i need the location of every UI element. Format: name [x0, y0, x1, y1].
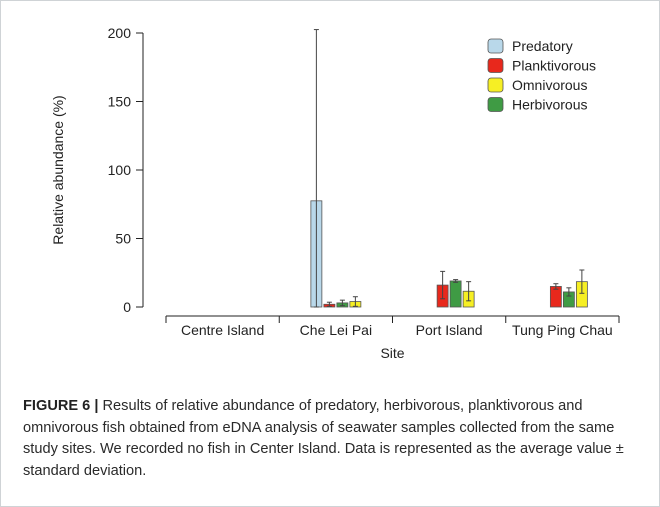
y-tick-label: 150	[108, 94, 132, 110]
legend-label: Herbivorous	[512, 97, 587, 113]
x-tick-label: Che Lei Pai	[300, 322, 372, 338]
legend-swatch	[487, 77, 504, 93]
legend-label: Predatory	[512, 38, 573, 54]
legend-swatch	[487, 58, 504, 73]
bar-chart: 0 50 100 150 200 Centre Island Che Lei Pai Port…	[50, 25, 620, 361]
legend-swatch	[487, 97, 504, 112]
x-tick-label: Centre Island	[181, 322, 264, 338]
x-tick-label: Tung Ping Chau	[512, 322, 613, 338]
caption-text: Results of relative abundance of predato…	[23, 398, 624, 479]
legend-swatch	[487, 38, 504, 54]
legend-label: Omnivorous	[512, 77, 587, 93]
y-tick-label: 0	[123, 299, 131, 315]
legend-label: Planktivorous	[512, 58, 596, 74]
x-axis-title: Site	[380, 345, 404, 361]
bar	[449, 280, 462, 308]
y-tick-label: 50	[115, 231, 131, 247]
y-tick-label: 200	[108, 25, 132, 41]
x-tick-label: Port Island	[416, 322, 483, 338]
figure-caption: FIGURE 6 | Results of relative abundance…	[23, 396, 633, 482]
caption-label: FIGURE 6 |	[23, 398, 99, 414]
y-tick-label: 100	[108, 162, 132, 178]
y-axis-title: Relative abundance (%)	[50, 95, 66, 244]
